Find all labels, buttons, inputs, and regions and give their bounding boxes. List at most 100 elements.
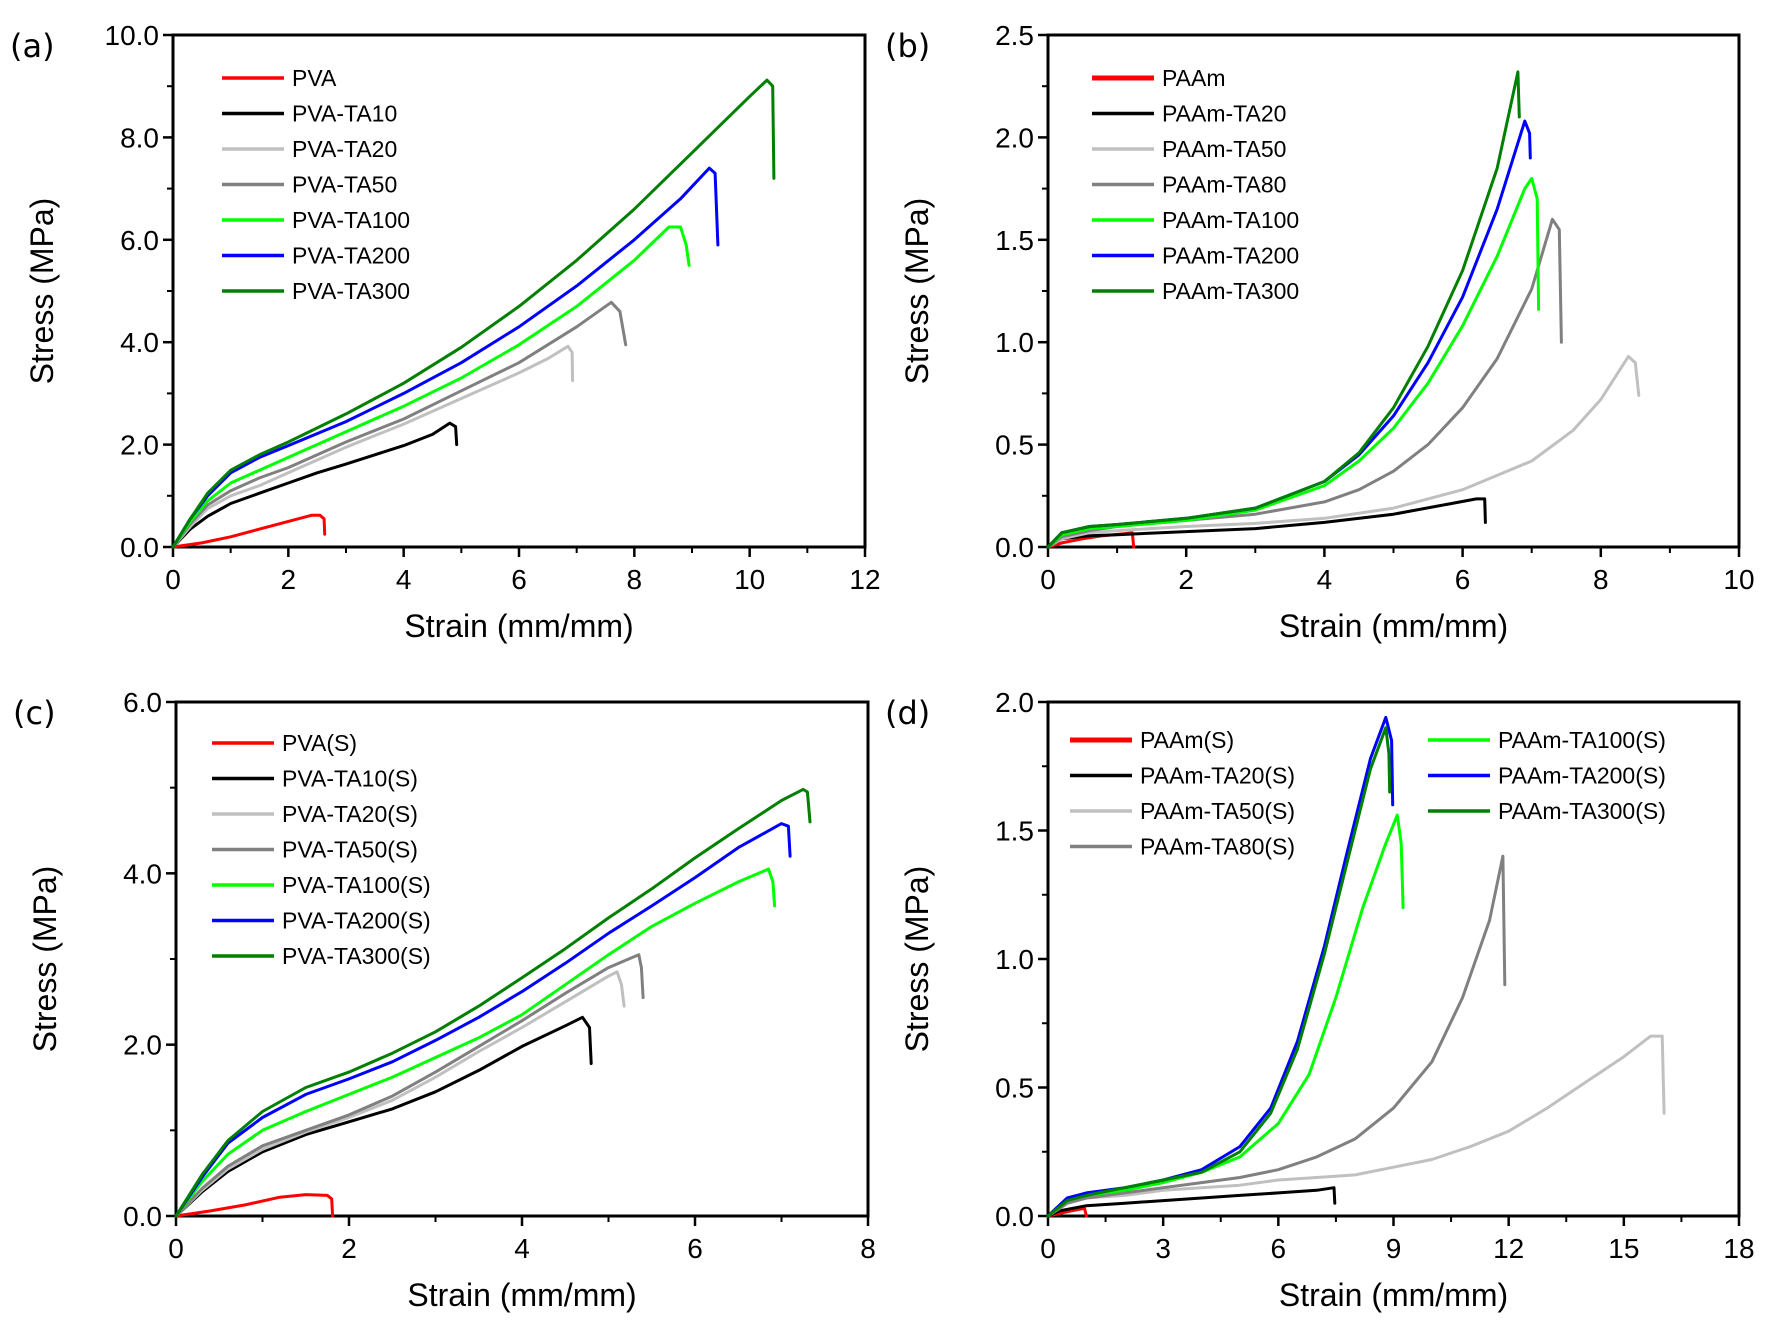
series-line-paam-ta300-s [1046,726,1392,1218]
series-line-pva-ta200-s [174,822,792,1218]
x-tick-label: 10 [734,564,765,595]
series-line-pva-ta20-s [174,970,626,1218]
legend-label: PVA-TA300(S) [282,943,431,969]
x-tick-label: 6 [511,564,527,595]
series-line-paam-ta20-s [1046,1186,1337,1218]
x-tick-label: 12 [849,564,880,595]
series-line-paam-ta100 [1046,176,1541,549]
chart-panel-a: (a) 0 2 4 6 8 10 12 0.0 2.0 4.0 6.0 8.0 10.0 Strain (m… [10,20,881,644]
x-axis-title: Strain (mm/mm) [1279,608,1508,644]
legend-item: PVA-TA100(S) [212,872,431,898]
legend-item: PVA [222,65,337,91]
y-tick-label: 6.0 [120,225,159,256]
y-tick-label: 8.0 [120,122,159,153]
y-tick-label: 0.5 [995,430,1034,461]
x-axis-title: Strain (mm/mm) [407,1277,636,1313]
series-line-paam-ta50 [1046,355,1641,549]
legend-label: PAAm-TA100(S) [1498,727,1666,753]
y-axis-title: Stress (MPa) [27,866,63,1053]
legend-label: PVA-TA50(S) [282,837,418,863]
legend-item: PVA-TA200 [222,243,410,269]
legend-label: PVA-TA50 [292,172,397,198]
chart-panel-d: (d) 0 3 6 9 12 15 18 0.0 0.5 1.0 1.5 2.0 Strain (mm/m… [885,687,1755,1313]
y-tick-label: 2.0 [123,1030,162,1061]
legend-item: PAAm-TA200(S) [1428,763,1666,789]
legend-label: PAAm-TA50(S) [1140,798,1295,824]
x-tick-label: 10 [1723,564,1754,595]
legend-label: PVA(S) [282,730,357,756]
series-line-pva-ta300-s [174,787,812,1218]
legend-label: PVA-TA200(S) [282,908,431,934]
legend-label: PAAm-TA100 [1162,207,1299,233]
chart-panel-c: (c) 0 2 4 6 8 0.0 2.0 4.0 6.0 Strain (mm/mm) Stress… [13,687,876,1313]
series-line-paam-s [1046,1206,1088,1218]
legend-label: PVA-TA200 [292,243,410,269]
legend-label: PVA-TA300 [292,278,410,304]
y-tick-label: 0.5 [995,1073,1034,1104]
x-tick-label: 8 [627,564,643,595]
y-tick-label: 10.0 [105,20,160,51]
series-line-pva-ta100 [171,225,691,549]
series-line-pva-ta50 [171,300,628,549]
x-axis-title: Strain (mm/mm) [1279,1277,1508,1313]
x-tick-label: 8 [1593,564,1609,595]
legend-item: PAAm [1092,65,1225,91]
x-tick-label: 4 [396,564,412,595]
series-line-pva-ta200 [171,166,720,549]
x-axis-title: Strain (mm/mm) [404,608,633,644]
series-line-pva [171,513,327,549]
legend-item: PAAm-TA50(S) [1070,798,1295,824]
x-tick-label: 2 [281,564,297,595]
series-line-pva-ta20 [171,344,575,549]
series-line-pva-ta100-s [174,867,777,1218]
x-tick-label: 18 [1723,1233,1754,1264]
legend-label: PAAm-TA300 [1162,278,1299,304]
y-tick-label: 0.0 [123,1201,162,1232]
series-line-pva-ta50-s [174,953,645,1218]
legend-label: PAAm(S) [1140,727,1234,753]
y-tick-label: 0.0 [120,532,159,563]
x-tick-label: 6 [1455,564,1471,595]
legend-item: PAAm-TA20(S) [1070,763,1295,789]
legend-item: PVA-TA300(S) [212,943,431,969]
series-line-paam-ta50-s [1046,1034,1666,1218]
x-tick-label: 2 [341,1233,357,1264]
y-tick-label: 2.0 [995,122,1034,153]
x-tick-label: 3 [1155,1233,1171,1264]
y-tick-label: 0.0 [995,532,1034,563]
x-tick-label: 4 [1317,564,1333,595]
legend-item: PVA-TA20(S) [212,801,418,827]
y-tick-label: 6.0 [123,687,162,718]
legend-label: PVA-TA10 [292,101,397,127]
y-tick-label: 2.0 [995,687,1034,718]
legend-label: PAAm-TA80(S) [1140,834,1295,860]
y-tick-label: 1.0 [995,944,1034,975]
series-line-pva-ta10-s [174,1015,593,1218]
x-tick-label: 0 [1040,564,1056,595]
legend-label: PAAm-TA80 [1162,172,1286,198]
panel-label: (d) [885,694,930,732]
legend-label: PVA-TA20(S) [282,801,418,827]
series-line-pva-ta300 [171,78,776,549]
legend-item: PVA-TA300 [222,278,410,304]
legend-item: PVA-TA20 [222,136,397,162]
legend-item: PVA-TA50 [222,172,397,198]
legend-label: PVA-TA10(S) [282,766,418,792]
legend-item: PAAm-TA20 [1092,101,1286,127]
series-line-pva-ta10 [171,421,459,549]
legend-item: PVA(S) [212,730,357,756]
x-tick-label: 0 [168,1233,184,1264]
x-tick-label: 12 [1493,1233,1524,1264]
y-tick-label: 1.0 [995,327,1034,358]
legend-item: PAAm(S) [1070,727,1234,753]
chart-panel-b: (b) 0 2 4 6 8 10 0.0 0.5 1.0 1.5 2.0 2.5 Strain (mm/m… [885,20,1755,644]
legend-label: PVA-TA20 [292,136,397,162]
y-tick-label: 2.5 [995,20,1034,51]
x-tick-label: 0 [1040,1233,1056,1264]
legend-label: PAAm-TA300(S) [1498,798,1666,824]
legend-item: PAAm-TA200 [1092,243,1299,269]
x-tick-label: 9 [1386,1233,1402,1264]
legend-item: PAAm-TA100(S) [1428,727,1666,753]
legend-label: PAAm-TA200(S) [1498,763,1666,789]
